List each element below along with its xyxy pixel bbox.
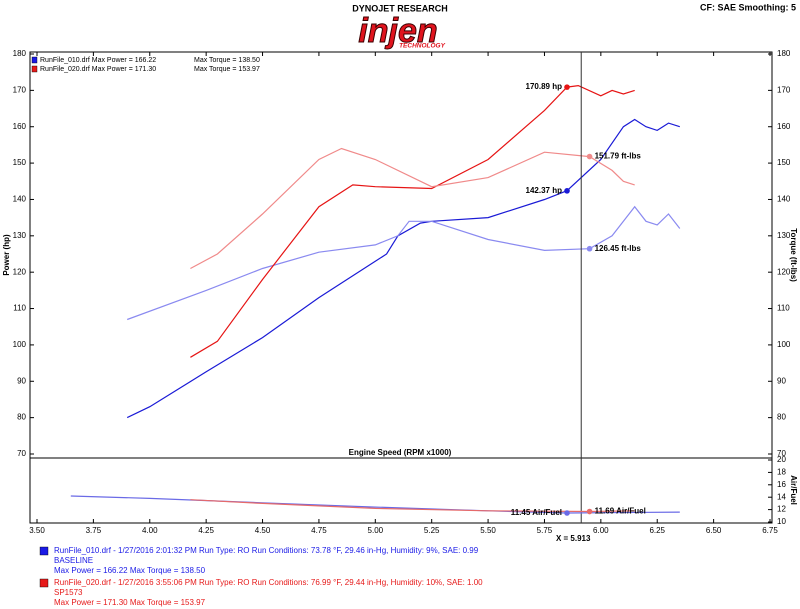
series-line: [190, 499, 635, 513]
annotation-dot: [564, 84, 570, 90]
legend-extra: Max Torque = 138.50: [194, 57, 260, 64]
x-tick-label: 6.50: [706, 526, 722, 535]
x-tick-label: 4.00: [142, 526, 158, 535]
y-tick-label: 16: [777, 480, 786, 489]
run-swatch: [39, 578, 49, 588]
y-tick-label: 170: [13, 85, 27, 94]
y2-tick-label: 120: [777, 267, 791, 276]
x-tick-label: 6.00: [593, 526, 609, 535]
series-line: [190, 84, 635, 358]
y-tick-label: 70: [17, 449, 26, 458]
y-tick-label: 150: [13, 158, 27, 167]
run-info: BASELINE: [54, 556, 93, 565]
run-info: Max Power = 171.30 Max Torque = 153.97: [54, 598, 206, 607]
logo: injen: [358, 12, 437, 50]
x-tick-label: 5.25: [424, 526, 440, 535]
y-tick-label: 120: [13, 267, 27, 276]
annotation-dot: [564, 188, 570, 194]
x-tick-label: 4.25: [198, 526, 214, 535]
y2-tick-label: 140: [777, 195, 791, 204]
x-tick-label: 4.75: [311, 526, 327, 535]
y-axis-label: Power (hp): [2, 234, 11, 276]
annotation-dot: [586, 245, 593, 252]
x-tick-label: 6.25: [649, 526, 665, 535]
af-axis-label: Air/Fuel: [789, 475, 798, 505]
y2-tick-label: 150: [777, 158, 791, 167]
y2-tick-label: 110: [777, 304, 790, 313]
y-tick-label: 80: [17, 413, 26, 422]
x-tick-label: 4.50: [255, 526, 271, 535]
run-info: SP1573: [54, 588, 83, 597]
y-tick-label: 20: [777, 455, 786, 464]
af-plot-frame: [29, 457, 773, 524]
annotation-dot: [586, 153, 593, 160]
x-tick-label: 3.75: [86, 526, 102, 535]
y2-tick-label: 160: [777, 122, 791, 131]
series-line: [190, 147, 635, 270]
annotation-label: 151.79 ft-lbs: [595, 152, 642, 161]
run-info: Max Power = 166.22 Max Torque = 138.50: [54, 566, 206, 575]
legend-swatch: [31, 65, 38, 73]
annotation-dot: [564, 510, 570, 516]
y-tick-label: 100: [13, 340, 27, 349]
series-line: [126, 118, 680, 419]
annotation-label: 11.69 Air/Fuel: [595, 507, 646, 516]
y-tick-label: 160: [13, 122, 27, 131]
x-tick-label: 6.75: [762, 526, 778, 535]
y2-tick-label: 170: [777, 85, 791, 94]
y2-tick-label: 80: [777, 413, 786, 422]
y-tick-label: 110: [13, 304, 26, 313]
y-tick-label: 18: [777, 468, 786, 477]
x-tick-label: 3.50: [29, 526, 45, 535]
logo-sub: TECHNOLOGY: [399, 43, 446, 50]
legend-extra: Max Torque = 153.97: [194, 66, 260, 73]
x-tick-label: 5.50: [480, 526, 496, 535]
y-tick-label: 130: [13, 231, 27, 240]
y2-tick-label: 100: [777, 340, 791, 349]
annotation-label: 126.45 ft-lbs: [595, 244, 642, 253]
run-info: RunFile_020.drf - 1/27/2016 3:55:06 PM R…: [54, 578, 483, 587]
annotation-label: 142.37 hp: [526, 186, 563, 195]
y2-tick-label: 90: [777, 376, 786, 385]
y2-tick-label: 130: [777, 231, 791, 240]
y-tick-label: 12: [777, 505, 786, 514]
cursor-label: X = 5.913: [556, 534, 591, 543]
brand: DYNOJET RESEARCH: [352, 3, 448, 13]
x-tick-label: 5.00: [368, 526, 384, 535]
y2-tick-label: 180: [777, 49, 791, 58]
settings: CF: SAE Smoothing: 5: [700, 2, 796, 12]
y-tick-label: 180: [13, 49, 27, 58]
x-axis-label: Engine Speed (RPM x1000): [349, 448, 452, 457]
y2-axis-label: Torque (ft-lbs): [789, 228, 798, 282]
run-info: RunFile_010.drf - 1/27/2016 2:01:32 PM R…: [54, 546, 479, 555]
y2-tick-label: 70: [777, 449, 786, 458]
legend-label: RunFile_010.drf Max Power = 166.22: [40, 57, 156, 64]
y-tick-label: 14: [777, 492, 786, 501]
x-tick-label: 5.75: [537, 526, 553, 535]
y-tick-label: 140: [13, 195, 27, 204]
y-tick-label: 90: [17, 376, 26, 385]
legend-label: RunFile_020.drf Max Power = 171.30: [40, 66, 156, 73]
run-swatch: [39, 546, 49, 556]
legend-swatch: [31, 56, 38, 64]
annotation-label: 170.89 hp: [526, 82, 563, 91]
y-tick-label: 10: [777, 517, 786, 526]
annotation-label: 11.45 Air/Fuel: [511, 508, 562, 517]
series-line: [126, 205, 681, 321]
annotation-dot: [586, 508, 593, 515]
